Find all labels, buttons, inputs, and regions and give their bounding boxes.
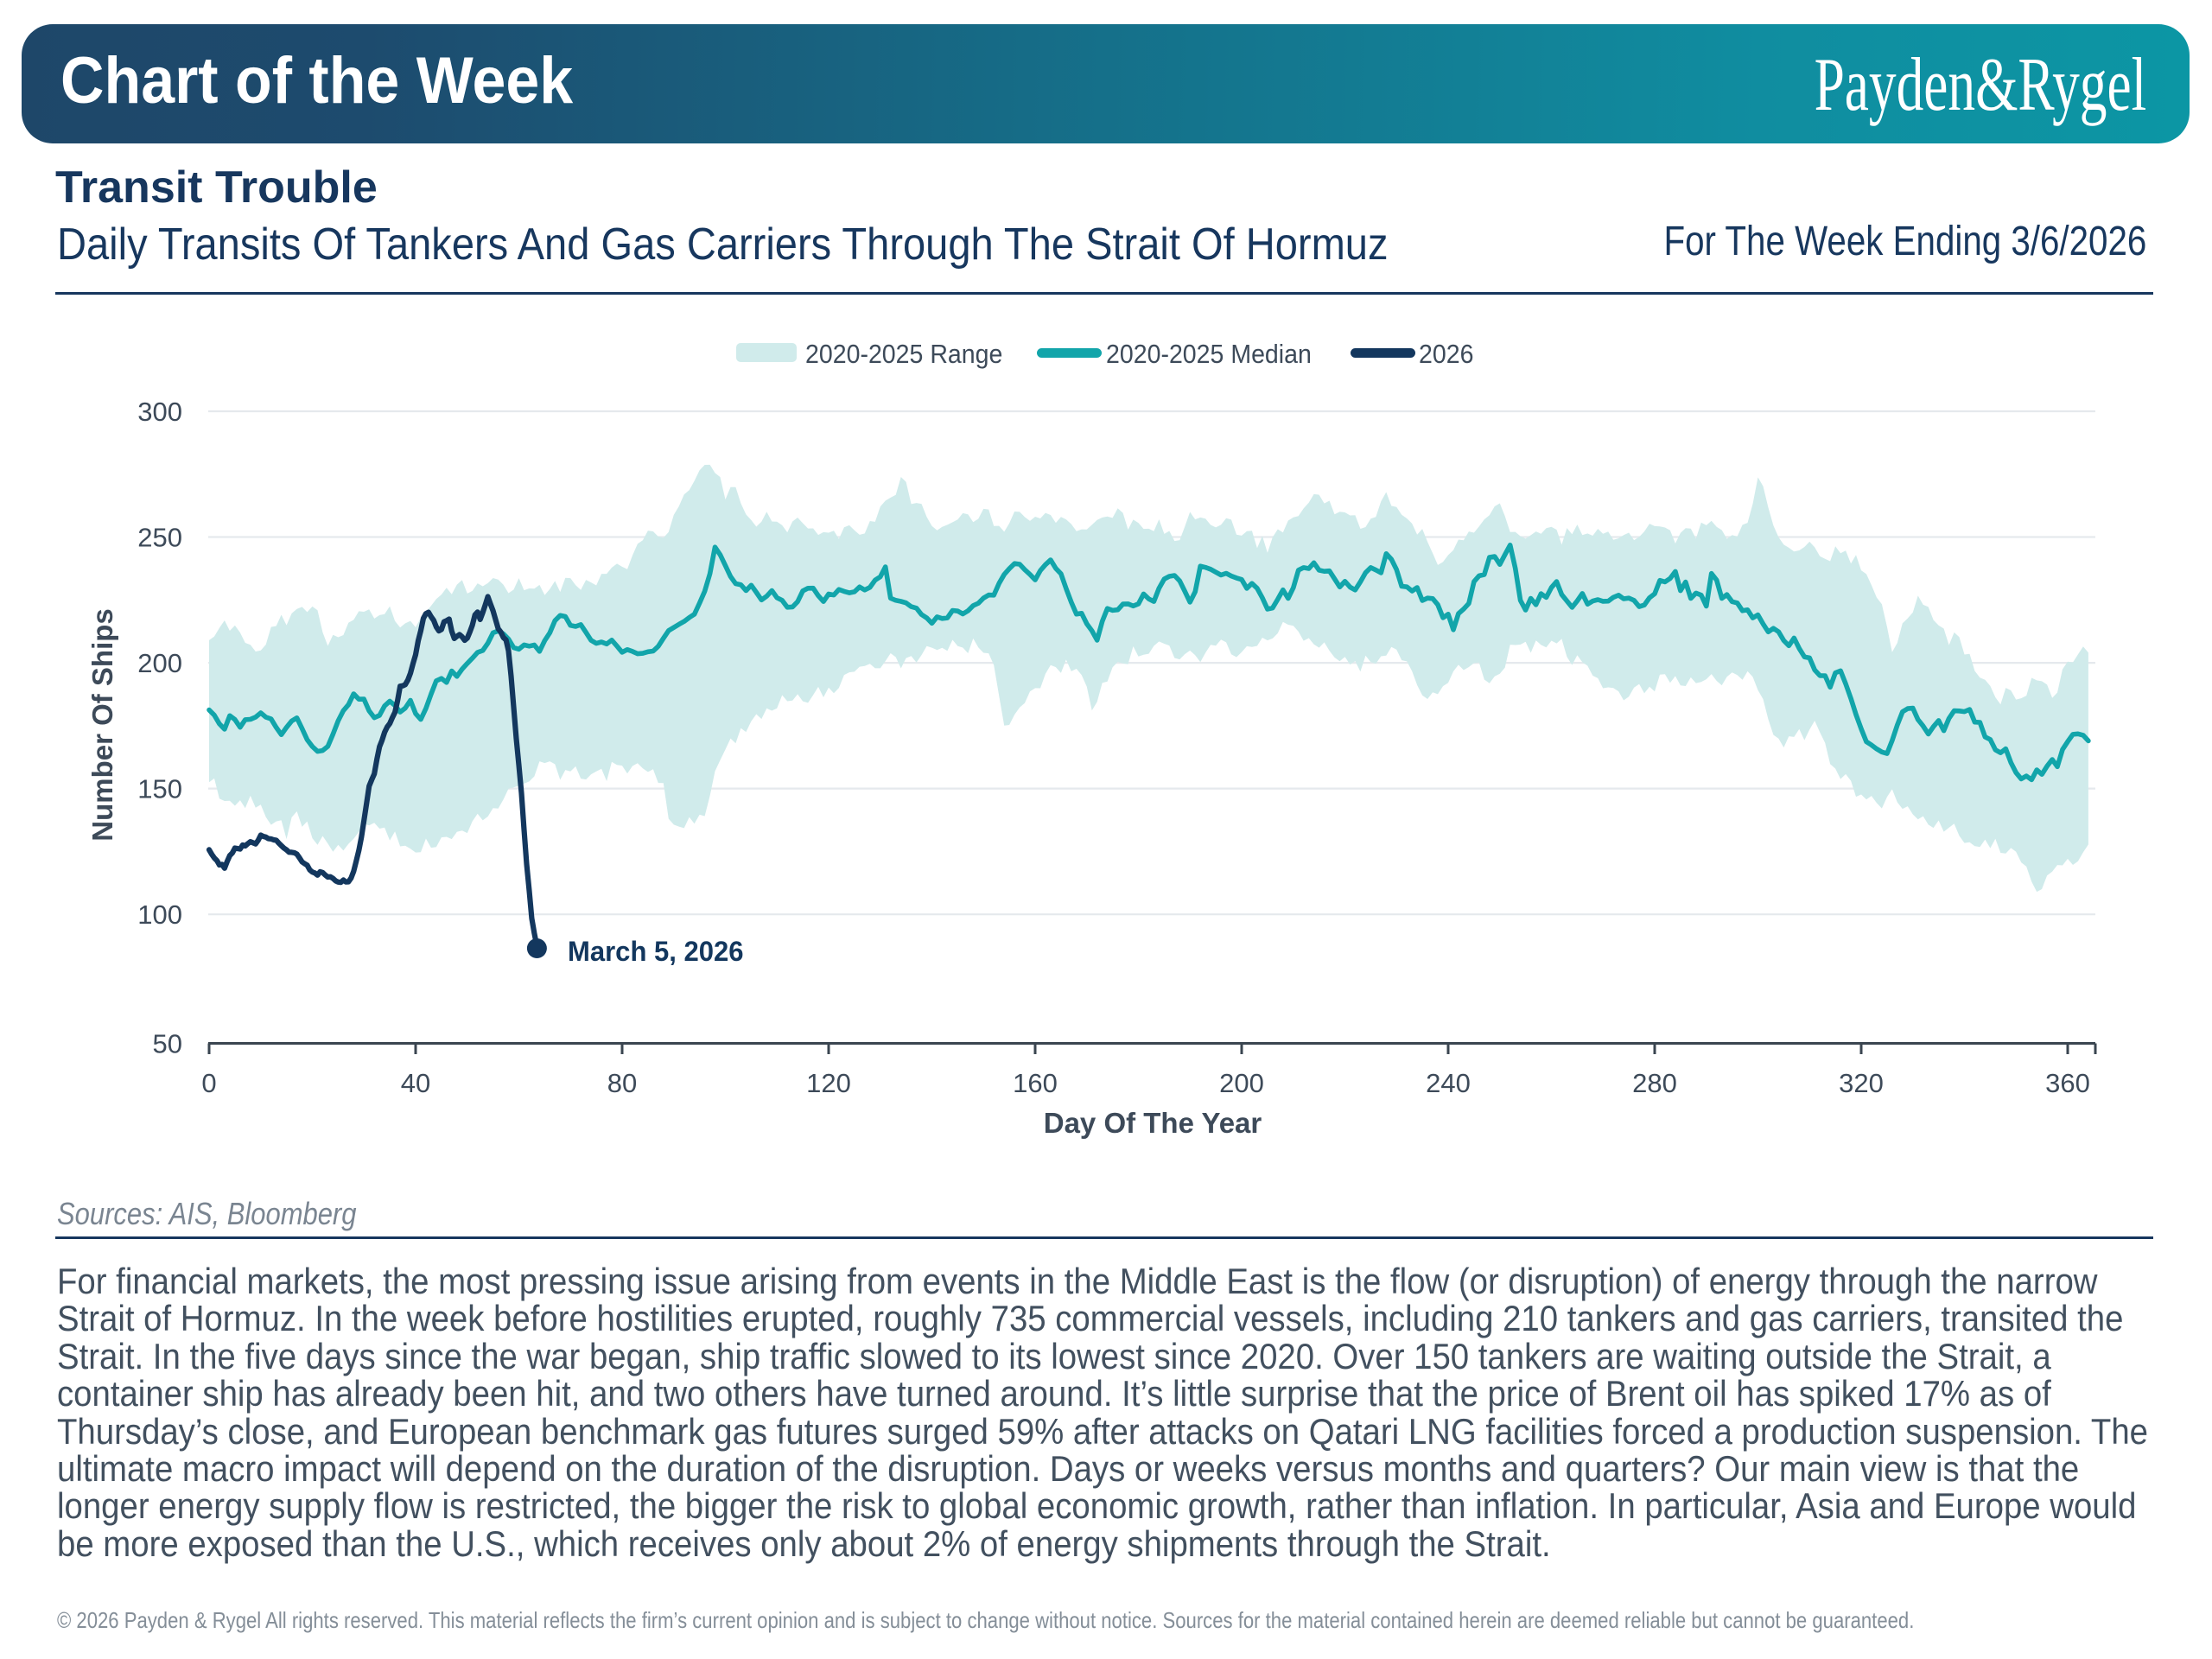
svg-text:40: 40 — [401, 1068, 430, 1098]
svg-text:250: 250 — [137, 523, 182, 553]
svg-text:150: 150 — [137, 774, 182, 804]
svg-text:280: 280 — [1632, 1068, 1677, 1098]
svg-text:50: 50 — [153, 1029, 182, 1059]
svg-text:360: 360 — [2045, 1068, 2090, 1098]
svg-text:160: 160 — [1013, 1068, 1058, 1098]
svg-text:Number Of Ships: Number Of Ships — [86, 608, 118, 842]
svg-text:March 5, 2026: March 5, 2026 — [568, 936, 744, 968]
svg-text:0: 0 — [201, 1068, 216, 1098]
svg-text:320: 320 — [1839, 1068, 1884, 1098]
svg-text:200: 200 — [137, 648, 182, 678]
svg-text:200: 200 — [1219, 1068, 1264, 1098]
svg-text:80: 80 — [607, 1068, 637, 1098]
svg-text:Day Of The Year: Day Of The Year — [1044, 1107, 1262, 1139]
svg-text:100: 100 — [137, 899, 182, 930]
svg-text:240: 240 — [1426, 1068, 1471, 1098]
svg-text:120: 120 — [806, 1068, 851, 1098]
svg-text:300: 300 — [137, 397, 182, 427]
